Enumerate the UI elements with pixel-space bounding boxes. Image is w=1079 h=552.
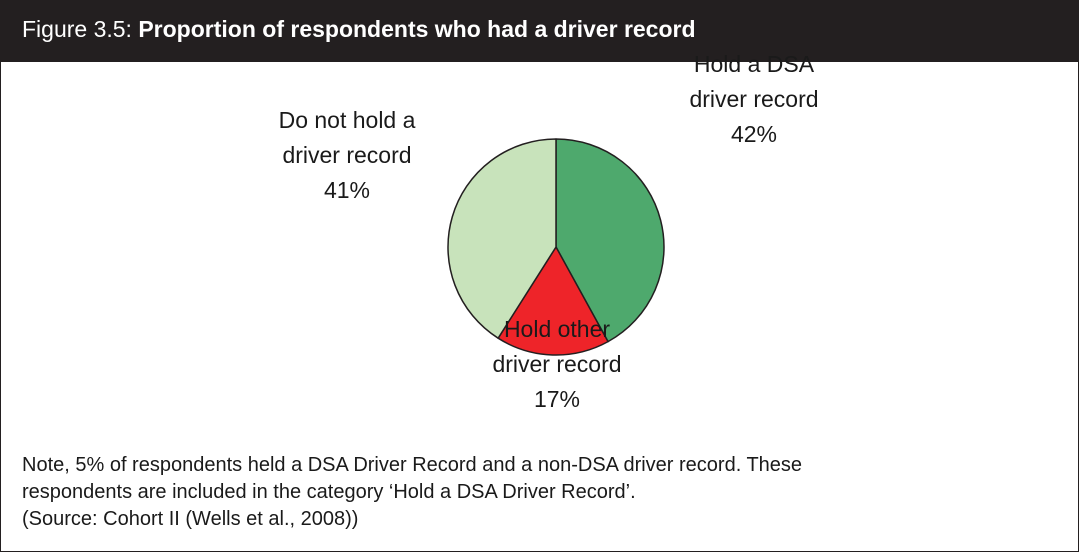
label-hold-other-percent: 17% (533, 386, 581, 412)
label-hold-dsa-line1: Hold a DSA (693, 51, 815, 77)
pie-chart (447, 138, 665, 356)
label-hold-dsa-percent: 42% (730, 121, 778, 147)
label-not-hold-percent: 41% (323, 177, 371, 203)
label-hold-dsa: Hold a DSA driver record 42% (659, 47, 849, 152)
figure-number: Figure 3.5: (22, 16, 132, 42)
label-hold-dsa-line2: driver record (689, 86, 819, 112)
note-source: (Source: Cohort II (Wells et al., 2008)) (22, 508, 359, 530)
pie-slice-hold-other (497, 246, 609, 356)
note-line-1: Note, 5% of respondents held a DSA Drive… (22, 454, 803, 476)
label-not-hold-line1: Do not hold a (278, 107, 416, 133)
label-hold-other-line1: Hold other (503, 316, 611, 342)
note-line-2: respondents are included in the category… (22, 481, 636, 503)
label-not-hold-line2: driver record (282, 142, 412, 168)
label-hold-other: Hold other driver record 17% (462, 312, 652, 417)
label-not-hold: Do not hold a driver record 41% (252, 103, 442, 208)
pie-slice-hold-dsa (555, 138, 665, 343)
pie-slice-not-hold (447, 138, 557, 339)
label-hold-other-line2: driver record (492, 351, 622, 377)
figure-note: Note, 5% of respondents held a DSA Drive… (22, 452, 1062, 533)
figure-title: Figure 3.5: Proportion of respondents wh… (22, 16, 696, 43)
figure-title-text: Proportion of respondents who had a driv… (138, 16, 696, 42)
figure-header: Figure 3.5: Proportion of respondents wh… (1, 1, 1078, 62)
